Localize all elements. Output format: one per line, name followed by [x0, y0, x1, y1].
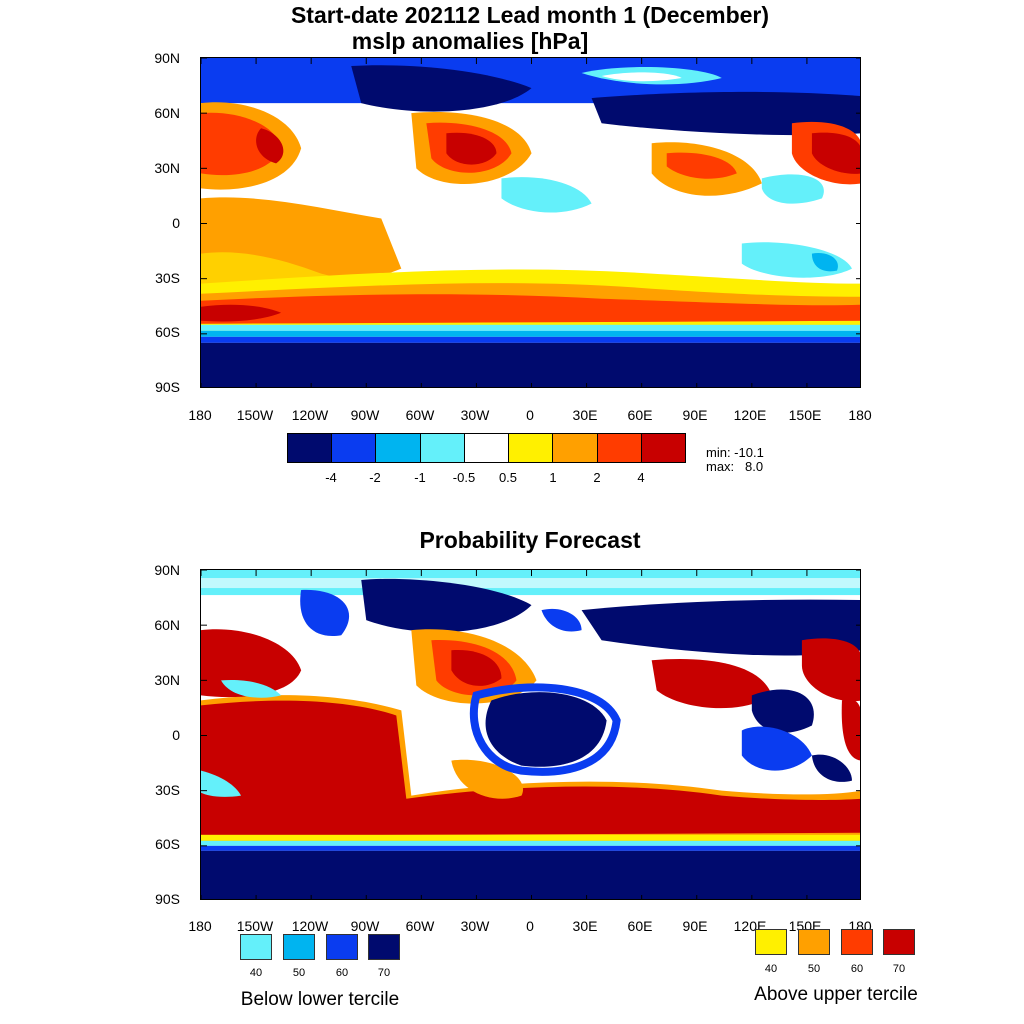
top-lon-label: 60E: [627, 407, 653, 423]
below-legend-title: Below lower tercile: [240, 989, 400, 1010]
below-legend-swatch: [283, 934, 315, 960]
top-lat-label: 90N: [154, 50, 180, 66]
bottom-lon-label: 150W: [236, 918, 274, 934]
top-title-line2: mslp anomalies [hPa]: [351, 28, 589, 54]
colorbar-swatch: [596, 434, 641, 462]
below-legend-swatch: [326, 934, 358, 960]
top-lon-label: 90W: [350, 407, 380, 423]
probability-forecast-map: [200, 569, 861, 900]
probability-field: [201, 570, 860, 899]
bottom-lon-label: 30E: [572, 918, 598, 934]
bottom-lat-label: 30N: [154, 672, 180, 688]
top-lat-label: 30S: [155, 270, 180, 286]
bottom-lon-label: 60W: [405, 918, 435, 934]
above-legend-label: 60: [850, 963, 864, 975]
top-lon-label: 180: [188, 407, 212, 423]
above-legend-title: Above upper tercile: [754, 984, 918, 1005]
below-legend-label: 60: [335, 967, 349, 979]
top-lon-label: 60W: [405, 407, 435, 423]
bottom-title: Probability Forecast: [419, 527, 641, 553]
below-legend-swatch: [240, 934, 272, 960]
top-lon-label: 120E: [733, 407, 767, 423]
bottom-lon-label: 120W: [291, 918, 329, 934]
colorbar-tick-label: -0.5: [452, 470, 476, 485]
bottom-lat-label: 90N: [154, 562, 180, 578]
bottom-lat-label: 60N: [154, 617, 180, 633]
above-legend-label: 50: [807, 963, 821, 975]
below-legend-label: 70: [377, 967, 391, 979]
colorbar-swatch: [419, 434, 464, 462]
colorbar-swatch: [640, 434, 685, 462]
above-legend-label: 40: [764, 963, 778, 975]
above-legend-label: 70: [892, 963, 906, 975]
above-legend-swatch: [755, 929, 787, 955]
colorbar-tick-label: -2: [369, 470, 381, 485]
top-lon-label: 30E: [572, 407, 598, 423]
mslp-anomaly-field: [201, 58, 860, 387]
top-lon-label: 120W: [291, 407, 329, 423]
anomaly-colorbar: [287, 433, 686, 463]
colorbar-swatch: [288, 434, 332, 462]
below-legend-label: 50: [292, 967, 306, 979]
colorbar-tick-label: -4: [325, 470, 337, 485]
bottom-lat-label: 60S: [155, 836, 180, 852]
min-value-text: min: -10.1: [706, 445, 764, 460]
bottom-lat-label: 0: [172, 727, 180, 743]
bottom-lon-label: 0: [526, 918, 534, 934]
top-lat-label: 60S: [155, 324, 180, 340]
top-lon-label: 90E: [682, 407, 708, 423]
above-legend-swatch: [798, 929, 830, 955]
colorbar-tick-label: 1: [549, 470, 557, 485]
bottom-lat-label: 90S: [155, 891, 180, 907]
bottom-lon-label: 90E: [682, 918, 708, 934]
bottom-lat-label: 30S: [155, 782, 180, 798]
colorbar-tick-label: -1: [414, 470, 426, 485]
bottom-lon-label: 90W: [350, 918, 380, 934]
top-lat-label: 0: [172, 215, 180, 231]
colorbar-swatch: [331, 434, 376, 462]
top-lon-label: 150E: [788, 407, 822, 423]
max-value-text: max: 8.0: [706, 459, 764, 474]
colorbar-tick-label: 0.5: [498, 470, 518, 485]
top-lon-label: 150W: [236, 407, 274, 423]
colorbar-swatch: [463, 434, 509, 462]
mslp-anomaly-map: [200, 57, 861, 388]
above-legend-swatch: [883, 929, 915, 955]
top-lat-label: 60N: [154, 105, 180, 121]
below-legend-label: 40: [249, 967, 263, 979]
top-lat-label: 90S: [155, 379, 180, 395]
colorbar-swatch: [375, 434, 420, 462]
colorbar-swatch: [508, 434, 553, 462]
top-lat-label: 30N: [154, 160, 180, 176]
colorbar-tick-label: 4: [637, 470, 645, 485]
above-legend-swatch: [841, 929, 873, 955]
colorbar-tick-label: 2: [593, 470, 601, 485]
top-lon-label: 180: [848, 407, 872, 423]
bottom-lon-label: 180: [188, 918, 212, 934]
bottom-lon-label: 30W: [460, 918, 490, 934]
top-lon-label: 30W: [460, 407, 490, 423]
below-legend-swatch: [368, 934, 400, 960]
top-lon-label: 0: [526, 407, 534, 423]
colorbar-swatch: [552, 434, 597, 462]
top-title-line1: Start-date 202112 Lead month 1 (December…: [290, 2, 770, 28]
bottom-lon-label: 60E: [627, 918, 653, 934]
